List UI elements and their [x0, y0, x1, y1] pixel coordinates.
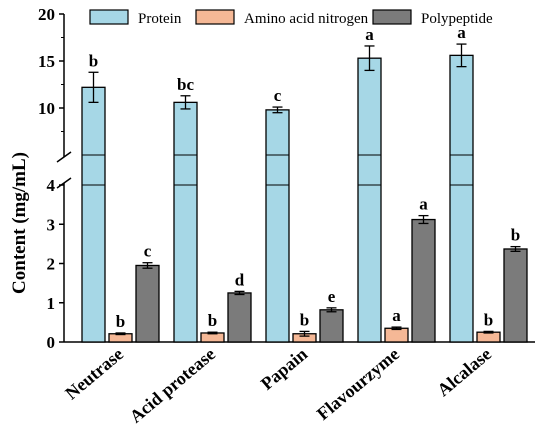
x-tick-label: Neutrase	[61, 344, 127, 404]
x-tick-label: Flavourzyme	[313, 344, 403, 424]
y-tick-label: 4	[47, 176, 56, 195]
y-axis-label: Content (mg/mL)	[9, 152, 30, 294]
legend-swatch	[372, 9, 412, 25]
y-tick-label: 3	[47, 215, 56, 234]
bar	[503, 248, 528, 343]
y-tick-label: 20	[38, 5, 55, 24]
legend-swatch	[89, 9, 129, 25]
y-tick-label: 10	[38, 99, 55, 118]
legend-label: Protein	[138, 11, 182, 27]
significance-letter: b	[484, 310, 493, 329]
bar	[384, 327, 409, 343]
axis-break-mark	[56, 177, 72, 189]
significance-letter: b	[116, 312, 125, 331]
legend-label: Amino acid nitrogen	[244, 11, 369, 27]
significance-letter: a	[365, 25, 374, 44]
bar	[476, 331, 501, 343]
significance-letter: b	[300, 310, 309, 329]
y-tick-label: 1	[47, 294, 56, 313]
significance-letter: bc	[177, 75, 194, 94]
significance-letter: c	[274, 86, 282, 105]
legend-swatch	[195, 9, 235, 25]
x-tick-label: Alcalase	[433, 344, 495, 400]
bar	[227, 292, 252, 343]
bar	[411, 218, 436, 343]
significance-letter: a	[419, 195, 428, 214]
significance-letter: a	[392, 306, 401, 325]
y-tick-label: 15	[38, 52, 55, 71]
significance-letter: b	[89, 51, 98, 70]
legend: Protein Amino acid nitrogen Polypeptide	[89, 9, 493, 27]
significance-letter: d	[235, 270, 245, 289]
bar	[173, 101, 198, 343]
bar	[449, 54, 474, 343]
bar	[265, 109, 290, 343]
bar	[357, 57, 382, 343]
x-tick-label: Papain	[257, 344, 311, 394]
legend-label: Polypeptide	[421, 11, 493, 27]
significance-letter: c	[144, 242, 152, 261]
y-tick-label: 0	[47, 333, 56, 352]
x-tick-label: Acid protease	[126, 344, 219, 427]
significance-letter: a	[457, 23, 466, 42]
significance-letter: e	[328, 287, 336, 306]
bar	[81, 86, 106, 343]
bar	[135, 264, 160, 343]
bar	[319, 309, 344, 343]
y-tick-label: 2	[47, 255, 56, 274]
significance-letter: b	[208, 311, 217, 330]
axis-break-mark	[56, 151, 72, 163]
significance-letter: b	[511, 226, 520, 245]
